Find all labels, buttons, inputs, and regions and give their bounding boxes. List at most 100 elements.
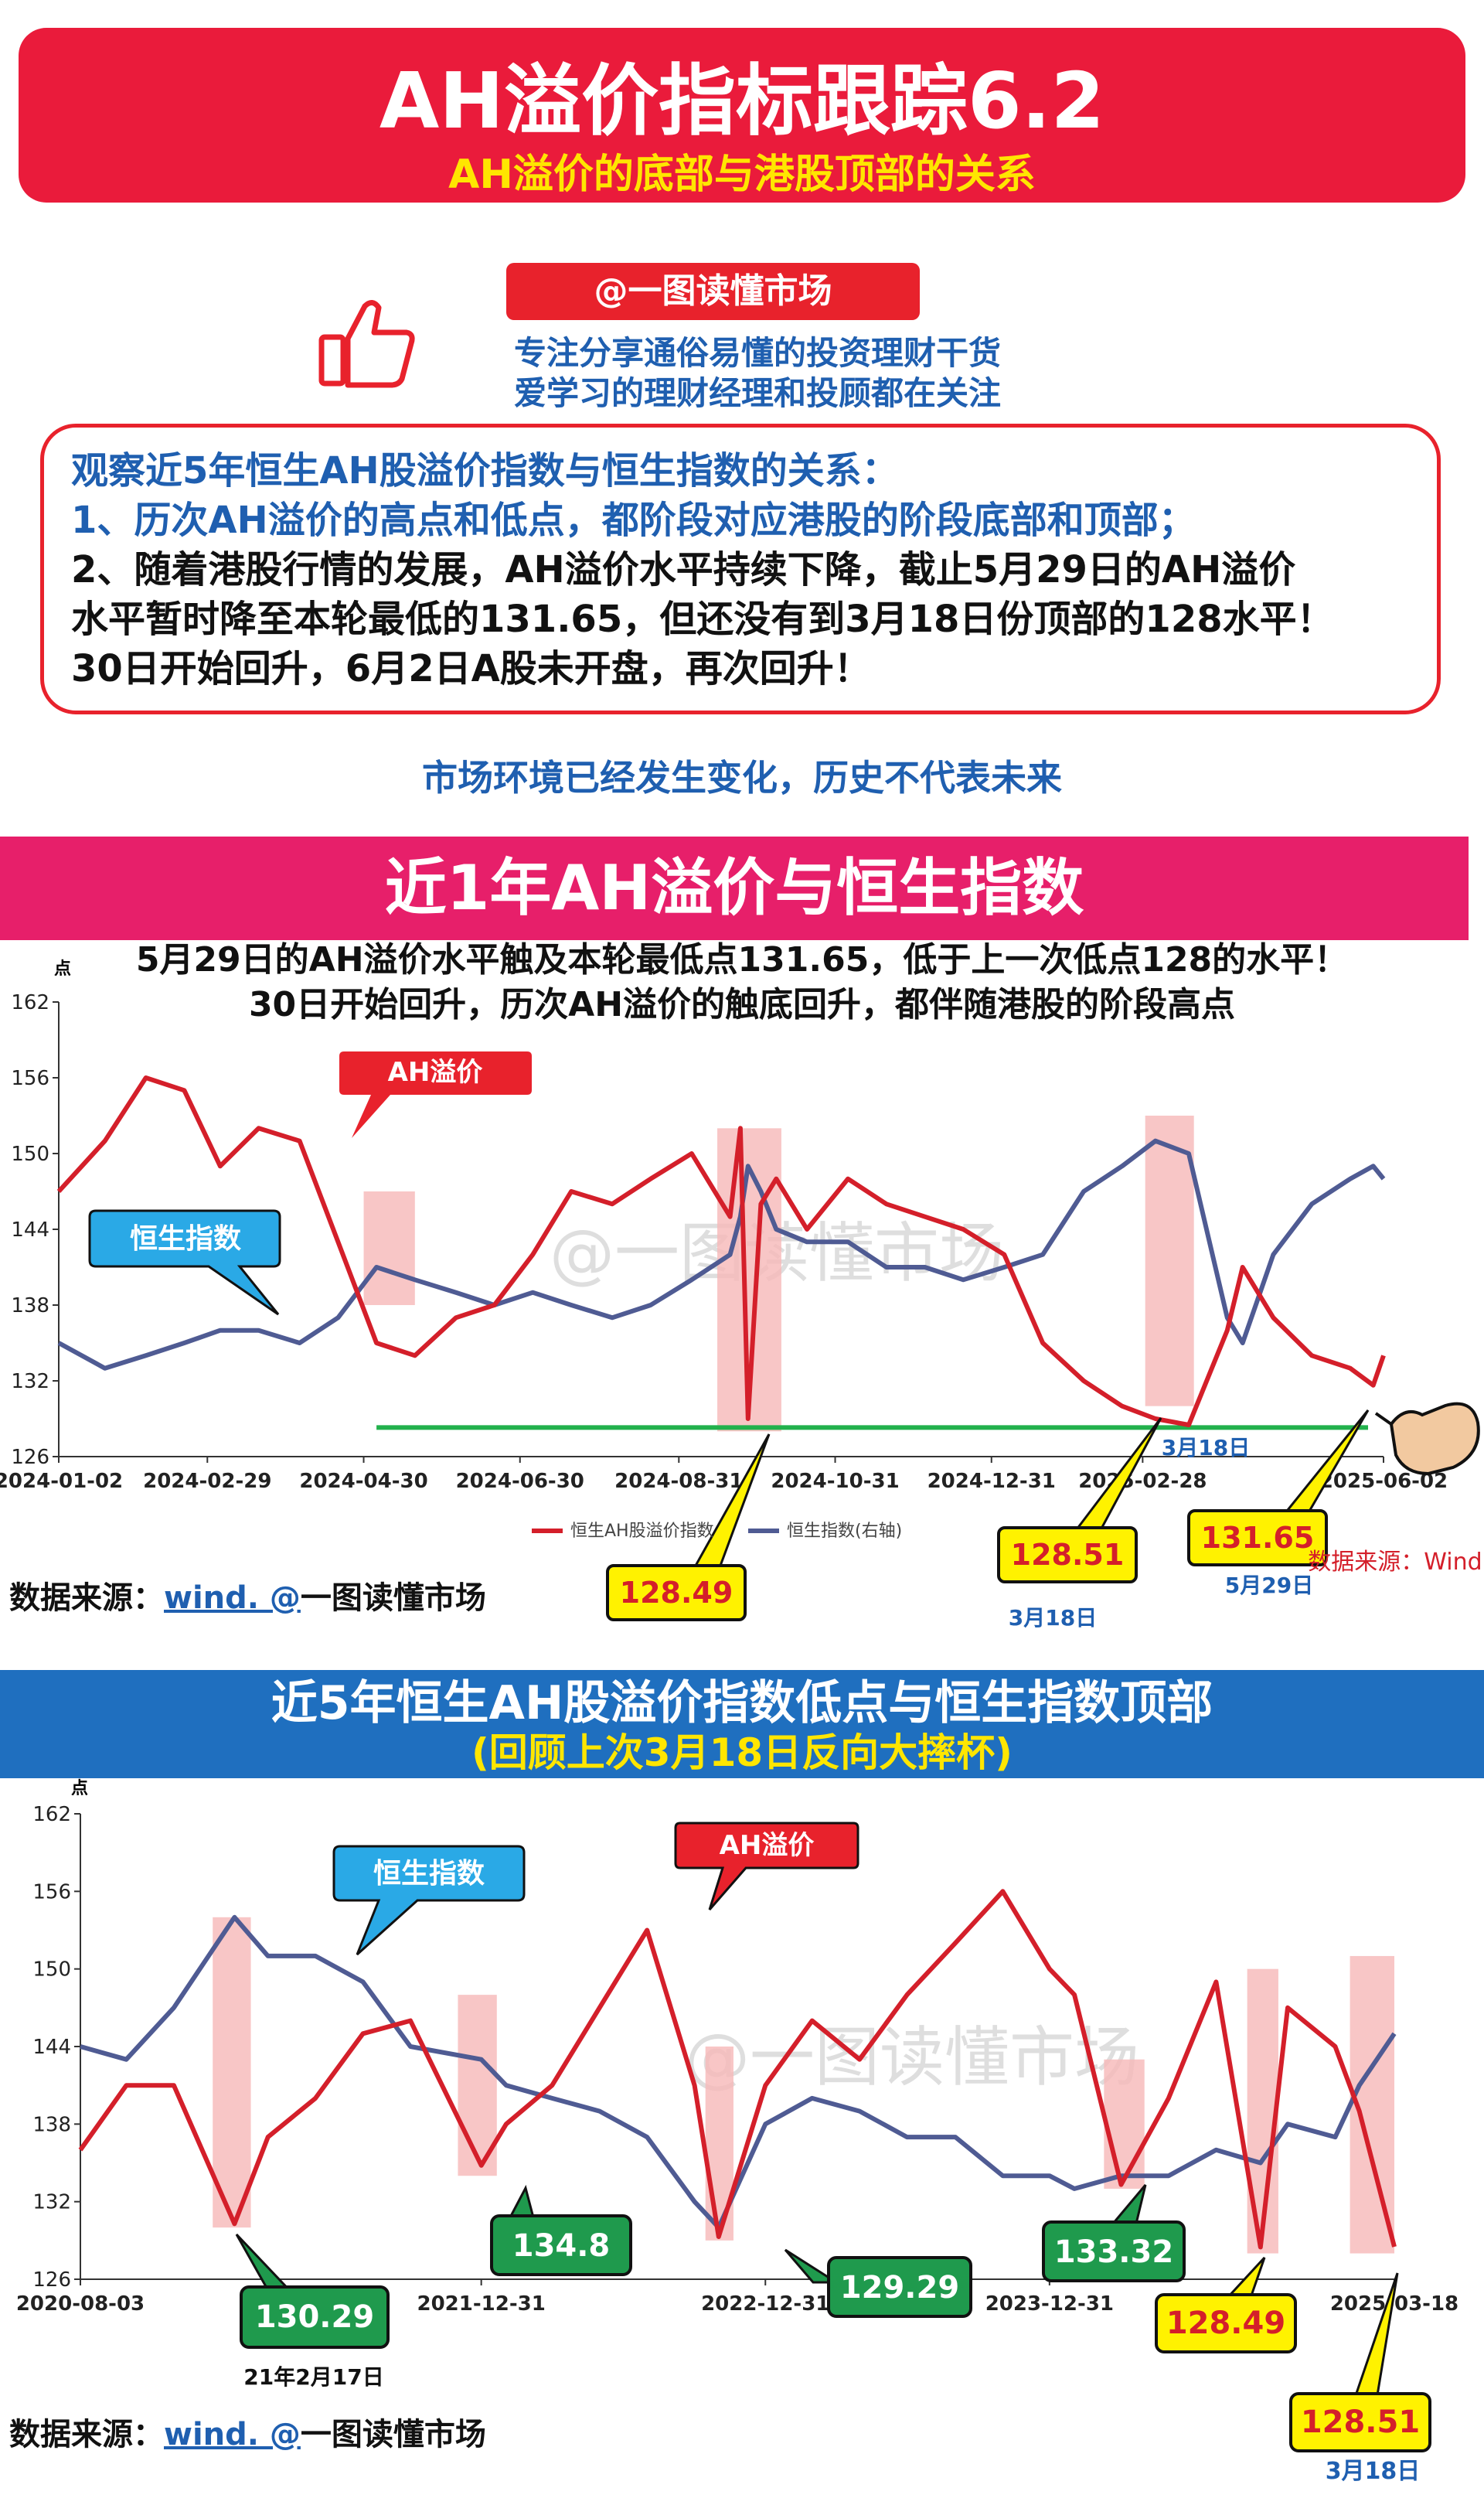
section1-note-2: 30日开始回升，历次AH溢价的触底回升，都伴随港股的阶段高点 <box>248 985 1236 1024</box>
low-callout: 129.29 <box>784 2248 972 2318</box>
observation-line: 水平暂时降至本轮最低的131.65，但还没有到3月18日份顶部的128水平！ <box>71 598 1334 641</box>
y-tick-label: 132 <box>32 2191 71 2214</box>
section1-note-1: 5月29日的AH溢价水平触及本轮最低点131.65，低于上一次低点128的水平！ <box>135 940 1349 980</box>
y-tick-label: 144 <box>32 2036 71 2059</box>
header-banner: AH溢价指标跟踪6.2 AH溢价的底部与港股顶部的关系 <box>19 28 1465 203</box>
x-tick-label: 2021-12-31 <box>417 2292 546 2316</box>
unit-label: 点 <box>71 1778 88 1798</box>
svg-text:128.51: 128.51 <box>1011 1538 1125 1572</box>
y-tick-label: 132 <box>11 1370 49 1393</box>
y-tick-label: 162 <box>32 1803 71 1826</box>
svg-text:128.49: 128.49 <box>1166 2306 1285 2341</box>
disclaimer: 市场环境已经发生变化，历史不代表未来 <box>422 757 1062 799</box>
section2-title: 近5年恒生AH股溢价指数低点与恒生指数顶部 <box>271 1676 1213 1730</box>
y-tick-label: 126 <box>32 2268 71 2292</box>
series-hs-index-line <box>57 1138 1386 1371</box>
svg-text:134.8: 134.8 <box>512 2228 611 2264</box>
svg-text:恒生指数: 恒生指数 <box>373 1858 485 1890</box>
low-callout: 128.49 <box>1155 2256 1297 2353</box>
x-tick-label: 2024-04-30 <box>299 1470 427 1493</box>
highlight-band <box>1104 2059 1145 2189</box>
y-tick-label: 138 <box>32 2113 71 2136</box>
section2-subtitle: (回顾上次3月18日反向大摔杯) <box>471 1730 1013 1775</box>
observation-line: 1、历次AH溢价的高点和低点，都阶段对应港股的阶段底部和顶部； <box>71 499 1196 542</box>
legend-item: 恒生AH股溢价指数 <box>570 1522 714 1541</box>
legend: 恒生AH股溢价指数 恒生指数(右轴) <box>532 1522 902 1541</box>
x-tick-label: 2024-08-31 <box>614 1470 743 1493</box>
source-line-1: 数据来源：wind. @一图读懂市场 <box>9 1580 486 1616</box>
highlight-band <box>458 1995 497 2176</box>
callout-ah: AH溢价 <box>674 1822 859 1910</box>
date-label: 3月18日 <box>1326 2458 1421 2485</box>
date-label: 3月18日 <box>1009 1605 1097 1631</box>
highlight-band <box>213 1917 251 2228</box>
chart-1: @一图读懂市场 1261321381441501561622024-01-022… <box>0 959 1482 1631</box>
watermark: @一图读懂市场 <box>685 2019 1139 2095</box>
svg-text:AH溢价: AH溢价 <box>388 1057 483 1088</box>
page-subtitle: AH溢价的底部与港股顶部的关系 <box>448 152 1036 198</box>
callout-hs: 恒生指数 <box>88 1209 281 1316</box>
y-tick-label: 156 <box>11 1067 49 1090</box>
tagline-1: 专注分享通俗易懂的投资理财干货 <box>513 334 1001 372</box>
svg-text:恒生指数: 恒生指数 <box>130 1223 241 1255</box>
x-tick-label: 2025-02-28 <box>1078 1470 1207 1493</box>
pointing-hand-icon <box>1374 1402 1480 1476</box>
observation-line: 2、随着港股行情的发展，AH溢价水平持续下降，截止5月29日的AH溢价 <box>71 548 1296 591</box>
x-tick-label: 2024-10-31 <box>771 1470 899 1493</box>
y-tick-label: 126 <box>11 1446 49 1469</box>
date-label: 5月29日 <box>1225 1573 1313 1598</box>
x-tick-label: 2024-01-02 <box>0 1470 123 1493</box>
observation-line: 观察近5年恒生AH股溢价指数与恒生指数的关系： <box>71 449 899 492</box>
legend-item: 恒生指数(右轴) <box>787 1522 902 1541</box>
callout-128-51: 128.51 <box>997 1417 1162 1583</box>
x-tick-label: 2024-12-31 <box>928 1470 1056 1493</box>
section1-banner: 近1年AH溢价与恒生指数 <box>0 837 1469 940</box>
source-line-2: 数据来源：wind. @一图读懂市场 <box>9 2417 486 2452</box>
tagline-2: 爱学习的理财经理和投顾都在关注 <box>513 374 1001 412</box>
low-callout: 134.8 <box>490 2184 632 2276</box>
y-tick-label: 150 <box>11 1143 49 1166</box>
callout-hs: 恒生指数 <box>332 1845 526 1956</box>
x-tick-label: 2024-06-30 <box>456 1470 584 1493</box>
observation-box <box>40 424 1441 714</box>
series-hs-index-line <box>80 1914 1397 2231</box>
date-label: 3月18日 <box>1162 1435 1250 1460</box>
thumbs-up-icon <box>318 300 415 388</box>
series-ah-premium-line <box>78 1889 1397 2250</box>
x-tick-label: 2022-12-31 <box>701 2292 829 2316</box>
y-tick-label: 162 <box>11 991 49 1014</box>
y-tick-label: 156 <box>32 1880 71 1903</box>
chart-2: @一图读懂市场 126 132 138 144 150 156 162 2020-08-03 2… <box>16 1778 1458 2485</box>
x-tick-label: 2020-08-03 <box>16 2292 145 2316</box>
source-link[interactable]: wind. @ <box>164 1580 301 1616</box>
x-tick-label: 2024-02-29 <box>143 1470 271 1493</box>
y-tick-label: 144 <box>11 1218 49 1242</box>
account-badge[interactable]: @一图读懂市场 <box>506 263 920 320</box>
section2-banner: 近5年恒生AH股溢价指数低点与恒生指数顶部 (回顾上次3月18日反向大摔杯) <box>0 1670 1484 1778</box>
callout-131-65: 131.65 <box>1187 1409 1370 1566</box>
highlight-band <box>363 1191 415 1305</box>
svg-text:128.49: 128.49 <box>620 1576 733 1610</box>
source-link[interactable]: wind. @ <box>164 2417 301 2452</box>
callout-ah: AH溢价 <box>339 1051 532 1138</box>
wind-source: 数据来源：Wind <box>1308 1549 1482 1576</box>
svg-text:129.29: 129.29 <box>840 2270 959 2306</box>
unit-label: 点 <box>54 959 71 979</box>
highlight-band <box>1145 1116 1194 1406</box>
observation-line: 30日开始回升，6月2日A股未开盘，再次回升！ <box>71 647 871 690</box>
y-tick-label: 150 <box>32 1958 71 1982</box>
page-title: AH溢价指标跟踪6.2 <box>379 56 1105 146</box>
low-callout: 133.32 <box>1042 2184 1186 2282</box>
low-callout: 130.29 <box>235 2233 390 2349</box>
svg-text:133.32: 133.32 <box>1054 2234 1173 2270</box>
date-label: 21年2月17日 <box>243 2364 383 2390</box>
svg-text:128.51: 128.51 <box>1301 2404 1420 2440</box>
y-tick-label: 138 <box>11 1294 49 1317</box>
section1-title: 近1年AH溢价与恒生指数 <box>384 852 1084 924</box>
callout-128-49: 128.49 <box>606 1433 771 1621</box>
svg-text:130.29: 130.29 <box>255 2299 374 2335</box>
series-ah-premium-line <box>56 1075 1386 1427</box>
low-callout: 128.51 <box>1289 2272 1431 2452</box>
svg-text:131.65: 131.65 <box>1201 1521 1315 1555</box>
x-tick-label: 2023-12-31 <box>985 2292 1114 2316</box>
